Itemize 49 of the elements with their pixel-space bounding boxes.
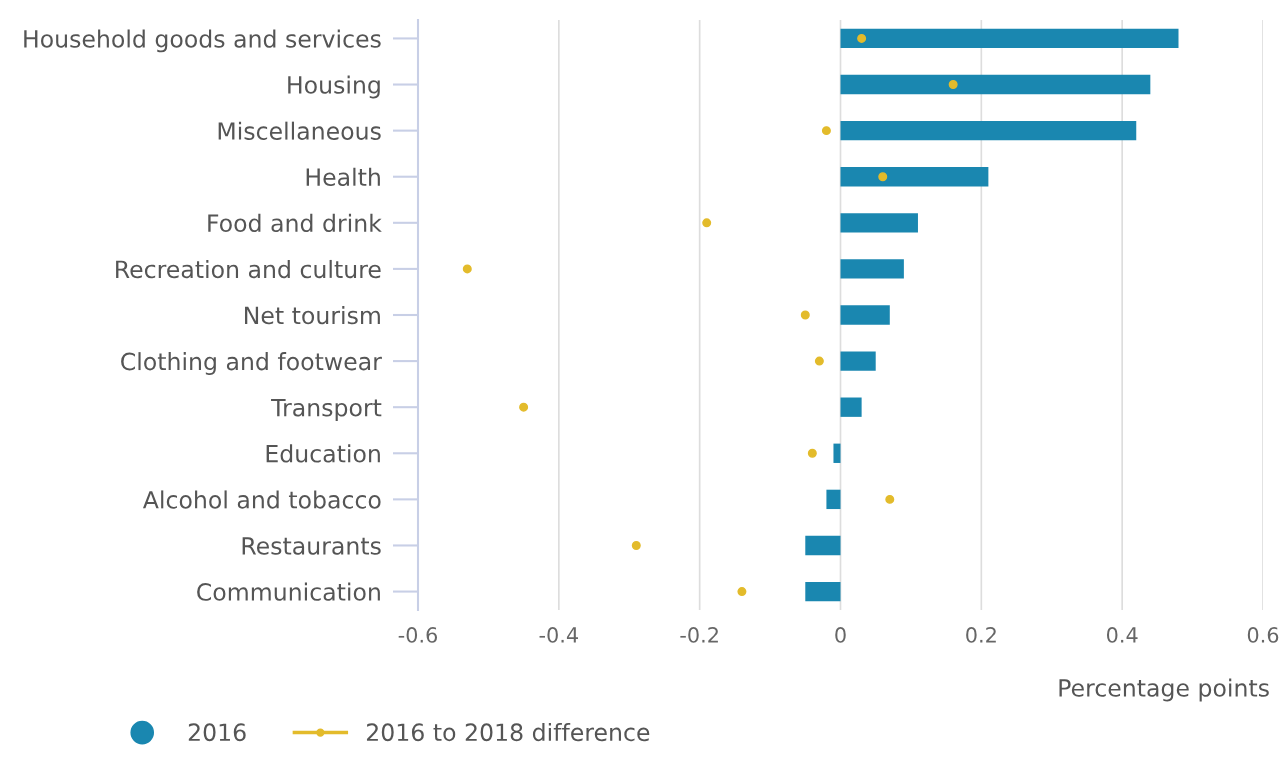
point [857, 33, 867, 43]
point [737, 587, 747, 597]
point [821, 126, 831, 136]
x-tick-label: -0.2 [680, 627, 718, 643]
x-tick-label: 0.2 [966, 627, 996, 643]
legend-label: 2016 [188, 723, 246, 742]
point [462, 264, 472, 274]
point [519, 402, 529, 412]
y-tick-label: Clothing and footwear [121, 352, 382, 375]
y-tick-label: Restaurants [242, 537, 381, 555]
bar [840, 351, 876, 371]
y-tick-label: Miscellaneous [218, 121, 381, 140]
x-tick-label: 0.4 [1106, 627, 1138, 643]
bar [840, 259, 904, 279]
y-tick-label: Health [306, 167, 380, 187]
x-tick-label: 0.6 [1247, 627, 1279, 643]
point [814, 356, 824, 366]
y-tick-label: Communication [197, 582, 380, 601]
point [878, 172, 888, 182]
bar [840, 167, 989, 187]
bar [805, 535, 841, 556]
point [885, 494, 895, 504]
y-tick-label: Recreation and culture [116, 259, 381, 279]
bar [805, 581, 841, 602]
bar [840, 74, 1151, 95]
point [631, 540, 641, 550]
x-tick-label: 0 [835, 627, 846, 643]
bar [840, 28, 1179, 49]
bar [826, 489, 841, 510]
point [800, 310, 810, 320]
point [948, 80, 958, 90]
y-tick-label: Household goods and services [24, 29, 381, 53]
y-tick-label: Education [266, 444, 380, 463]
x-axis-title: Percentage points [1059, 678, 1269, 702]
bar [833, 443, 841, 463]
point [702, 218, 712, 228]
x-tick-label: -0.4 [539, 627, 578, 643]
y-tick-label: Net tourism [245, 306, 380, 325]
y-tick-label: Food and drink [208, 213, 382, 233]
bar [840, 305, 890, 325]
point [807, 448, 817, 458]
y-tick-label: Alcohol and tobacco [142, 490, 381, 509]
legend-label: 2016 to 2018 difference [366, 722, 650, 742]
x-tick-label: -0.6 [398, 627, 438, 643]
bar [840, 397, 862, 417]
bar [840, 120, 1137, 141]
y-tick-label: Housing [288, 75, 380, 99]
bar [840, 213, 918, 233]
y-tick-label: Transport [271, 398, 382, 422]
